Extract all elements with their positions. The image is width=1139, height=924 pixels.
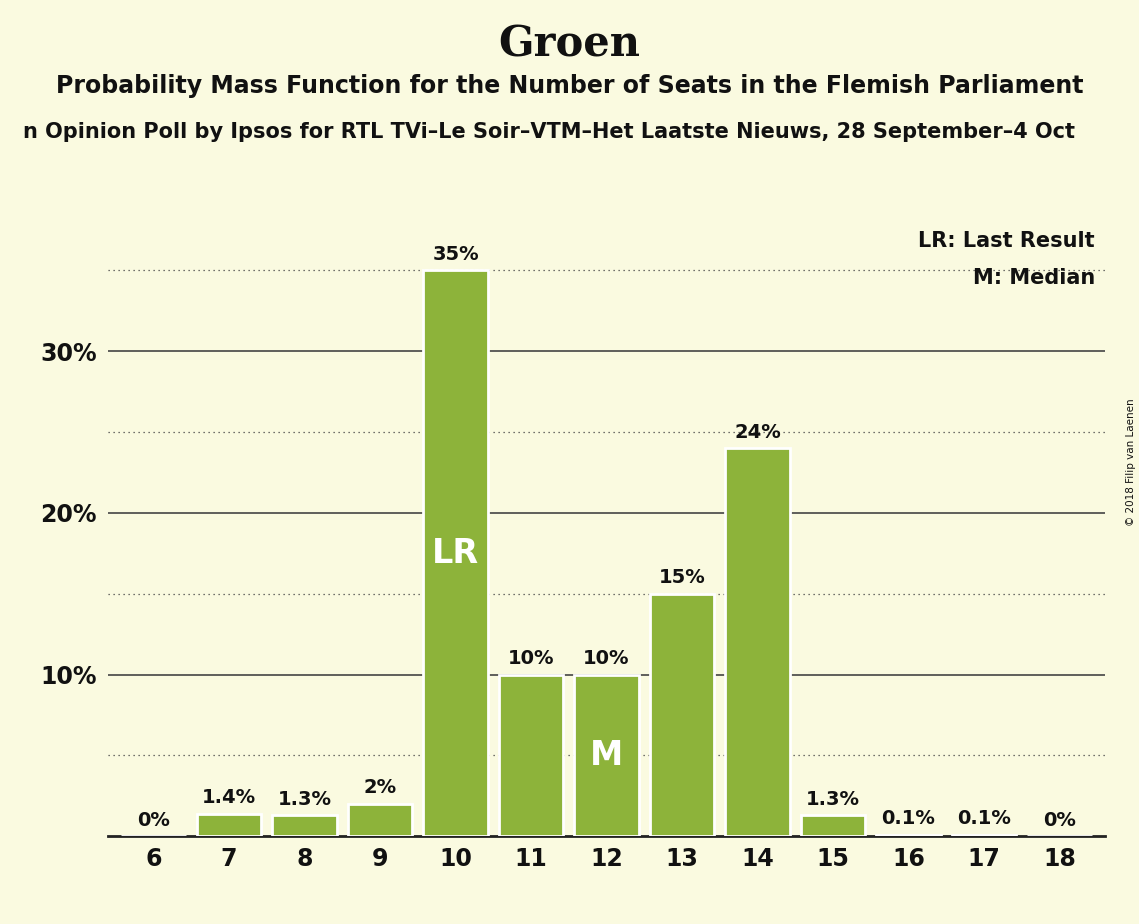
Text: 1.3%: 1.3% [806,790,860,808]
Text: © 2018 Filip van Laenen: © 2018 Filip van Laenen [1126,398,1136,526]
Bar [347,804,412,836]
Bar [197,813,261,836]
Bar [424,270,487,836]
Text: 24%: 24% [735,422,781,442]
Text: Groen: Groen [499,23,640,65]
Text: 1.4%: 1.4% [202,788,256,808]
Text: 10%: 10% [583,649,630,668]
Text: n Opinion Poll by Ipsos for RTL TVi–Le Soir–VTM–Het Laatste Nieuws, 28 September: n Opinion Poll by Ipsos for RTL TVi–Le S… [23,122,1075,142]
Text: Probability Mass Function for the Number of Seats in the Flemish Parliament: Probability Mass Function for the Number… [56,74,1083,98]
Bar [574,675,639,836]
Bar [952,834,1016,836]
Text: 15%: 15% [658,568,705,588]
Text: M: Median: M: Median [973,268,1095,288]
Text: LR: LR [432,537,480,570]
Text: 0%: 0% [1043,810,1076,830]
Text: 2%: 2% [363,778,396,797]
Text: 0.1%: 0.1% [882,809,935,828]
Text: LR: Last Result: LR: Last Result [918,231,1095,251]
Text: 10%: 10% [508,649,555,668]
Text: 0%: 0% [137,810,170,830]
Bar [876,834,941,836]
Text: 35%: 35% [432,245,478,264]
Bar [272,815,337,836]
Text: 0.1%: 0.1% [957,809,1011,828]
Bar [726,448,789,836]
Bar [801,815,866,836]
Text: 1.3%: 1.3% [278,790,331,808]
Bar [499,675,563,836]
Bar [650,593,714,836]
Text: M: M [590,739,623,772]
